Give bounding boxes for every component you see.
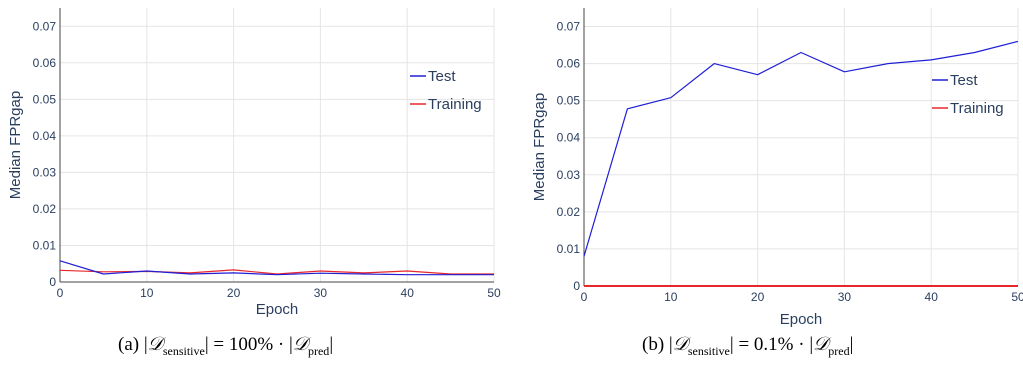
x-tick-label: 40	[925, 290, 939, 304]
legend-label-training: Training	[950, 100, 1004, 117]
y-axis-title: Median FPRgap	[531, 93, 548, 201]
y-tick-label: 0.01	[557, 242, 581, 256]
y-tick-label: 0.04	[557, 131, 581, 145]
chart-b: 0 10 20 30 40 50 0 0.01 0.02 0.03 0.04 0.05 0.06 0.07…	[531, 8, 1023, 328]
x-tick-label: 0	[57, 286, 64, 300]
y-tick-label: 0.07	[33, 19, 57, 33]
x-tick-label: 10	[140, 286, 154, 300]
chart-a: 0 10 20 30 40 50 0 0.01 0.02 0.03 0.04 0.05 0.06 0.07…	[7, 8, 501, 318]
x-tick-label: 50	[1011, 290, 1023, 304]
x-tick-label: 20	[227, 286, 241, 300]
y-tick-label: 0	[49, 275, 56, 289]
y-tick-label: 0.04	[33, 129, 57, 143]
y-tick-label: 0.02	[557, 205, 581, 219]
x-tick-label: 50	[487, 286, 501, 300]
series-line-test	[59, 260, 494, 276]
caption-a: (a) |𝒟sensitive| = 100% · |𝒟pred|	[118, 334, 334, 358]
y-tick-label: 0.01	[33, 238, 57, 252]
x-tick-label: 30	[314, 286, 328, 300]
series-line-test	[583, 40, 1019, 257]
legend-label-test: Test	[428, 68, 456, 85]
y-axis-title: Median FPRgap	[7, 91, 24, 199]
x-tick-label: 30	[838, 290, 852, 304]
x-tick-label: 40	[401, 286, 415, 300]
legend-label-test: Test	[950, 72, 978, 89]
x-axis-title: Epoch	[780, 311, 823, 328]
y-tick-label: 0.05	[557, 94, 581, 108]
x-tick-label: 0	[581, 290, 588, 304]
y-tick-label: 0.06	[33, 56, 57, 70]
x-axis-title: Epoch	[256, 301, 299, 318]
caption-b: (b) |𝒟sensitive| = 0.1% · |𝒟pred|	[642, 334, 854, 358]
y-tick-label: 0	[573, 279, 580, 293]
y-tick-label: 0.03	[33, 165, 57, 179]
x-tick-label: 10	[664, 290, 678, 304]
y-tick-label: 0.06	[557, 57, 581, 71]
y-tick-label: 0.05	[33, 92, 57, 106]
x-tick-label: 20	[751, 290, 765, 304]
legend-label-training: Training	[428, 96, 482, 113]
y-tick-label: 0.02	[33, 202, 57, 216]
y-tick-label: 0.03	[557, 168, 581, 182]
y-tick-label: 0.07	[557, 20, 581, 34]
